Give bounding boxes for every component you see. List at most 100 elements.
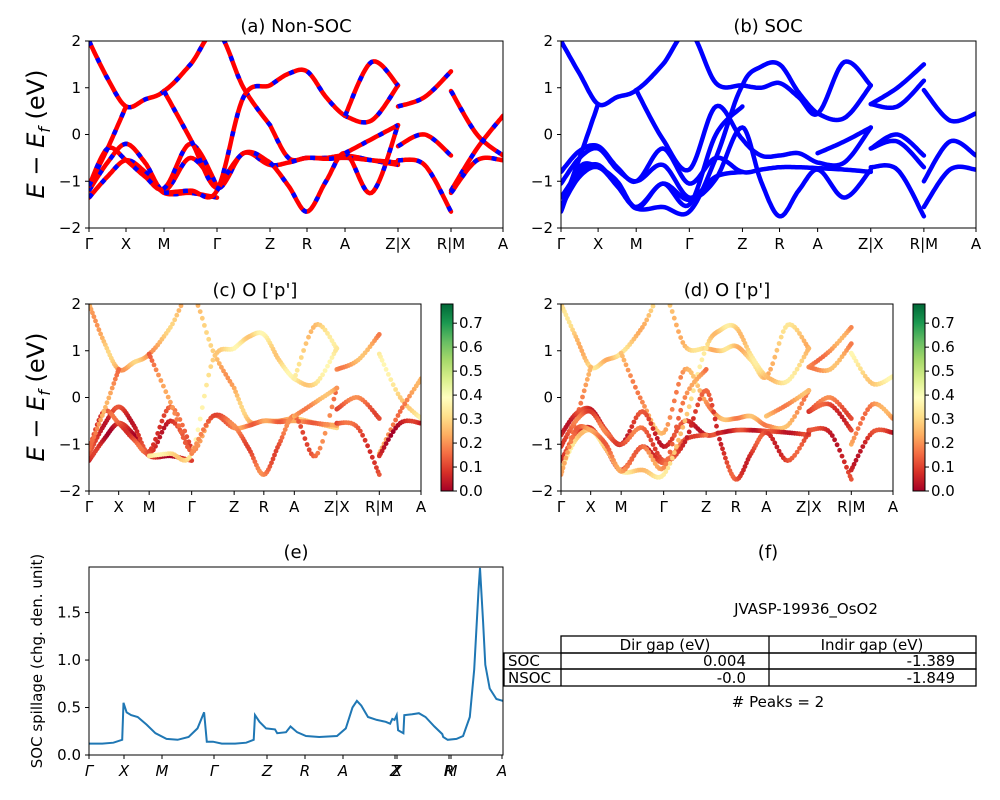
band-point — [334, 346, 340, 351]
band-point — [272, 452, 277, 458]
colorbar-tick-label: 0.2 — [931, 434, 955, 452]
x-tick-label: R|M — [365, 498, 393, 516]
band-point — [383, 441, 389, 446]
band-point — [623, 362, 629, 368]
band-point — [236, 396, 242, 402]
band-point — [706, 392, 712, 398]
band-point — [208, 364, 214, 369]
panel-d-title: (d) O ['p'] — [684, 280, 770, 301]
colorbar-tick-label: 0.5 — [459, 362, 483, 380]
band-point — [185, 293, 190, 298]
panel-d-projected-bands-soc: (d) O ['p'] −2 −1 0 1 2 Γ X M Γ Z R A Z|X R|M A 0.0 0.1… — [531, 280, 955, 516]
band-point — [665, 456, 671, 462]
band-point — [678, 375, 684, 380]
plot-content — [561, 304, 893, 482]
band-point — [137, 436, 143, 442]
band-point — [407, 393, 412, 399]
band-point — [214, 357, 220, 362]
band-point — [176, 423, 182, 429]
band-point — [693, 409, 698, 414]
colorbar-tick-label: 0.6 — [459, 338, 483, 356]
band-point — [320, 372, 325, 378]
band-point — [198, 431, 204, 437]
band-point — [789, 417, 795, 423]
band-point — [654, 450, 660, 456]
band-point — [182, 440, 188, 446]
band-point — [674, 428, 679, 434]
y-tick-label: 0 — [543, 126, 553, 144]
band-point — [860, 444, 866, 449]
band-point — [792, 370, 797, 376]
band-point — [674, 444, 679, 449]
band-point — [223, 372, 229, 377]
band-point — [667, 304, 673, 308]
x-tick-label: R — [302, 235, 312, 253]
band-point — [701, 351, 707, 356]
y-tick-label: 1 — [543, 79, 553, 97]
band-point — [642, 404, 647, 409]
x-tick-label: Z — [701, 498, 711, 516]
band-point — [315, 450, 321, 456]
band-point — [858, 366, 863, 372]
band-point — [204, 330, 209, 335]
colorbar-gradient — [912, 303, 926, 492]
band-line — [921, 87, 976, 124]
x-tick-label: Z — [265, 235, 275, 253]
band-point — [216, 361, 222, 366]
band-point — [381, 445, 387, 450]
band-point — [367, 449, 373, 454]
band-point — [187, 292, 192, 297]
band-point — [674, 322, 679, 328]
x-tick-label: A — [761, 498, 772, 516]
table-header-dir-gap: Dir gap (eV) — [620, 636, 711, 654]
band-point — [301, 348, 306, 353]
band-point — [671, 450, 677, 455]
plot-content — [89, 41, 503, 214]
band-point — [168, 325, 173, 330]
band-point — [306, 334, 311, 340]
band-point — [161, 413, 167, 418]
band-point — [697, 396, 703, 402]
band-point — [848, 341, 854, 347]
band-point — [89, 306, 94, 312]
band-point — [669, 407, 675, 412]
band-point — [801, 397, 807, 402]
band-point — [650, 457, 656, 463]
band-point — [691, 416, 696, 421]
band-line — [921, 138, 976, 184]
y-tick-label: 2 — [71, 32, 81, 50]
x-tick-label: A — [888, 498, 899, 516]
band-line — [342, 59, 401, 119]
panel-e-title: (e) — [283, 542, 308, 563]
band-point — [772, 440, 778, 446]
band-point — [155, 431, 161, 436]
band-point — [630, 379, 636, 384]
band-point — [797, 445, 802, 451]
band-line — [921, 164, 976, 210]
band-point — [206, 372, 212, 378]
band-point — [374, 465, 379, 470]
band-point — [674, 389, 679, 395]
band-point — [680, 424, 686, 430]
colorbar-tick-label: 0.4 — [459, 386, 483, 404]
panel-c-ylabel: E − Ef (eV) — [22, 333, 54, 462]
band-point — [680, 340, 686, 345]
band-point — [794, 449, 800, 455]
band-point — [378, 354, 383, 360]
colorbar-tick-label: 0.2 — [459, 434, 483, 452]
band-point — [116, 367, 122, 372]
axes-frame — [560, 40, 977, 229]
band-line — [395, 69, 454, 109]
band-point — [566, 319, 572, 325]
band-point — [799, 334, 805, 340]
band-point — [628, 373, 633, 379]
band-point — [153, 367, 159, 373]
band-point — [678, 407, 684, 413]
band-point — [797, 331, 802, 336]
band-point — [565, 450, 570, 455]
x-tick-label: A — [496, 762, 507, 780]
band-point — [180, 435, 186, 440]
band-point — [409, 390, 415, 395]
band-point — [789, 374, 795, 379]
band-point — [390, 422, 396, 428]
